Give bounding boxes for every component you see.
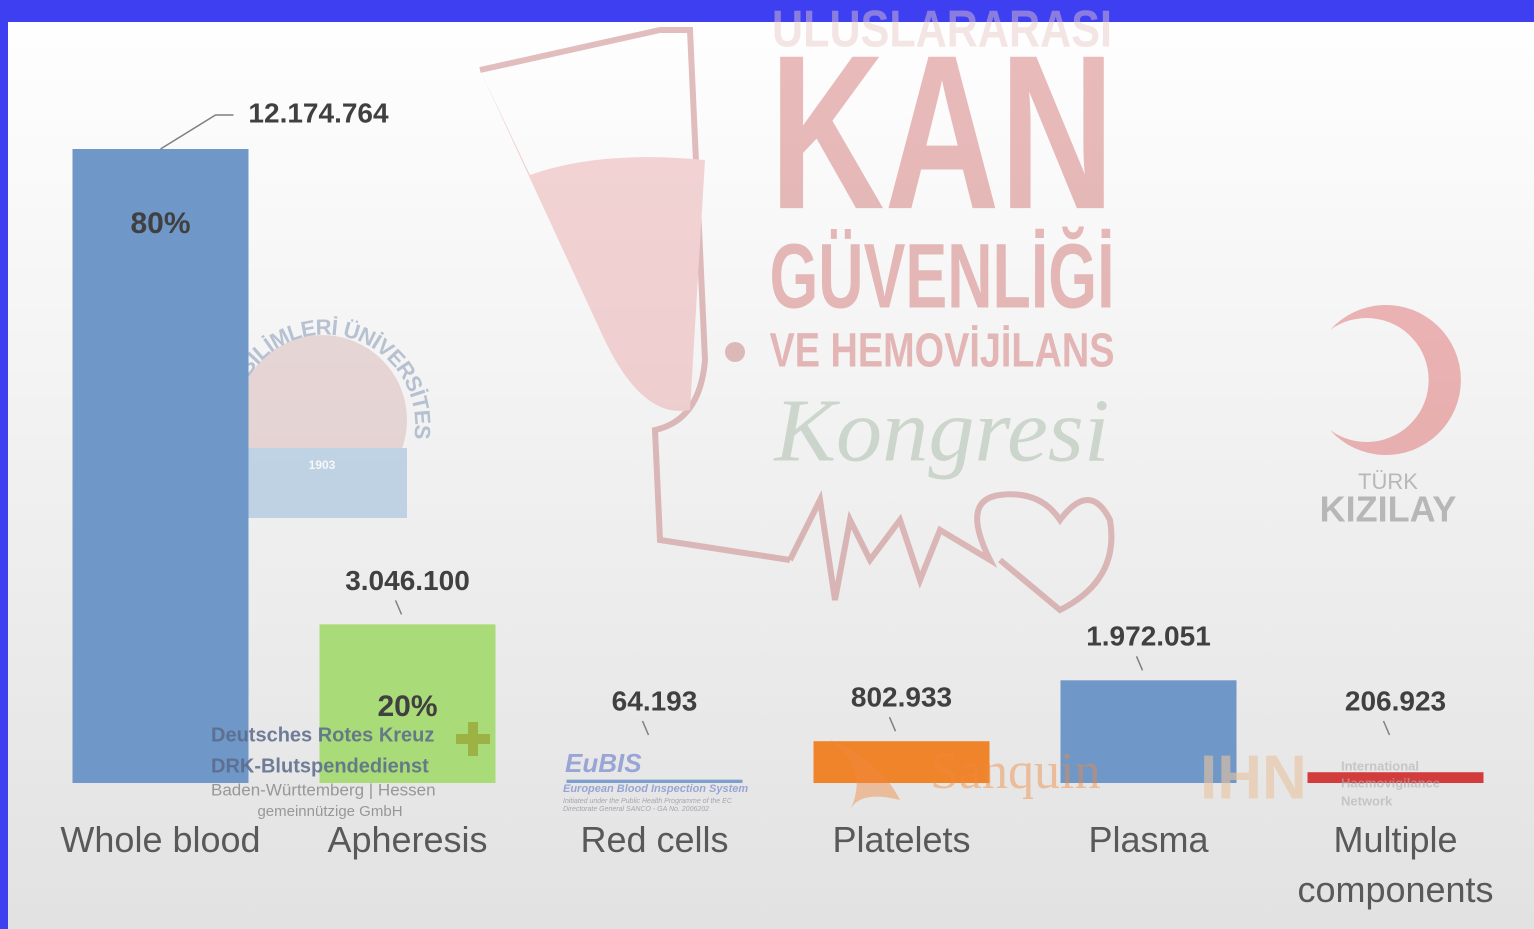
university-year: 1903 bbox=[309, 458, 336, 472]
category-label: Platelets bbox=[832, 819, 971, 860]
sanquin-bird bbox=[830, 740, 900, 810]
leader-line bbox=[160, 114, 234, 150]
drk-text: Deutsches Rotes Kreuz bbox=[211, 724, 434, 746]
kizilay-logo: TÜRK KIZILAY bbox=[1320, 305, 1461, 530]
category-label: Multiple components bbox=[1297, 819, 1494, 910]
ihn-text: International bbox=[1341, 758, 1419, 773]
congress-line: VE HEMOVİJİLANS bbox=[770, 325, 1115, 378]
congress-line: ULUSLARARASI bbox=[772, 1, 1112, 59]
category-label: Apheresis bbox=[327, 819, 488, 860]
eubis-note: Initiated under the Public Health Progra… bbox=[563, 798, 733, 805]
ihn-text: Haemovigilance bbox=[1341, 775, 1440, 790]
leader-line bbox=[394, 600, 403, 615]
drk-logo: Deutsches Rotes Kreuz DRK-Blutspendedien… bbox=[211, 722, 490, 820]
value-label: 64.193 bbox=[612, 685, 698, 716]
leader-line bbox=[1135, 656, 1144, 671]
leader-line bbox=[641, 720, 650, 736]
bar bbox=[566, 779, 743, 783]
blood-bag bbox=[479, 27, 791, 563]
kizilay-text: KIZILAY bbox=[1320, 489, 1457, 530]
value-label: 1.972.051 bbox=[1086, 621, 1211, 652]
value-label: 206.923 bbox=[1345, 685, 1446, 716]
drk-text: Baden-Württemberg | Hessen bbox=[211, 780, 436, 799]
left-band bbox=[0, 0, 8, 929]
sanquin-name: Sanquin bbox=[930, 743, 1100, 800]
drk-text: gemeinnützige GmbH bbox=[257, 803, 402, 820]
sanquin-logo: Sanquin bbox=[830, 740, 1100, 810]
congress-line: GÜVENLİĞİ bbox=[770, 225, 1115, 327]
value-label: 12.174.764 bbox=[248, 97, 389, 128]
ihn-text: Network bbox=[1341, 793, 1393, 808]
dot bbox=[725, 342, 745, 362]
category-label: Plasma bbox=[1088, 819, 1209, 860]
congress-line: KAN bbox=[770, 9, 1115, 255]
eubis-logo: EuBIS European Blood Inspection System I… bbox=[563, 748, 748, 813]
bar bbox=[1060, 680, 1237, 783]
eubis-note: Directorate General SANCO - GA No. 20062… bbox=[563, 806, 709, 813]
value-label: 802.933 bbox=[851, 682, 952, 713]
percent-label: 80% bbox=[130, 207, 190, 240]
leader-line bbox=[888, 716, 897, 732]
crescent bbox=[1330, 305, 1461, 455]
eubis-subtitle: European Blood Inspection System bbox=[563, 783, 748, 795]
bar bbox=[1307, 772, 1484, 783]
blood-bag-fill bbox=[480, 70, 705, 411]
bar bbox=[319, 624, 496, 783]
bars: 12.174.764 80% 3.046.100 20% 64.193 802.933 1.… bbox=[72, 97, 1484, 783]
leader-line bbox=[1382, 720, 1391, 736]
value-label: 3.046.100 bbox=[345, 565, 470, 596]
drk-text: DRK-Blutspendedienst bbox=[211, 755, 429, 777]
drk-cross bbox=[456, 722, 490, 756]
top-band bbox=[0, 0, 1534, 22]
category-label: Red cells bbox=[580, 819, 729, 860]
bar bbox=[72, 149, 249, 783]
congress-logo: ULUSLARARASI KAN GÜVENLİĞİ VE HEMOVİJİLA… bbox=[479, 1, 1115, 614]
heartbeat bbox=[787, 490, 1115, 614]
ihn-logo: IHN International Haemovigilance Network bbox=[1200, 743, 1440, 812]
eubis-name: EuBIS bbox=[565, 748, 642, 778]
percent-label: 20% bbox=[377, 690, 437, 723]
category-label: Whole blood bbox=[60, 819, 261, 860]
ihn-name: IHN bbox=[1200, 743, 1307, 812]
seal-base bbox=[237, 448, 407, 518]
kizilay-text: TÜRK bbox=[1358, 469, 1418, 494]
congress-line: Kongresi bbox=[772, 382, 1109, 481]
bar bbox=[813, 741, 990, 783]
